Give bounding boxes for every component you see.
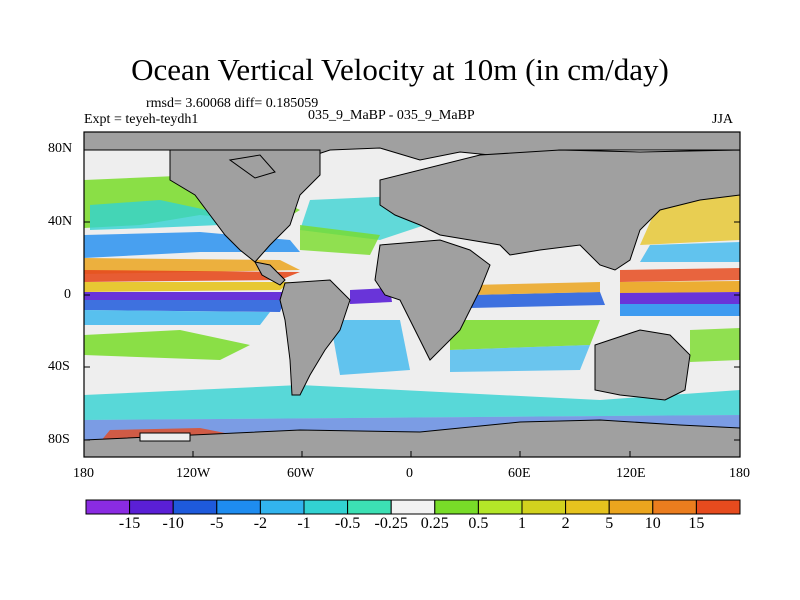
lat-label-80n: 80N — [48, 141, 73, 156]
lon-label-180w: 180 — [73, 466, 94, 481]
colorbar-swatch — [695, 499, 741, 515]
colorbar — [85, 499, 741, 515]
ocean-zone-southern-cyan — [84, 385, 740, 420]
land-eurasia — [379, 149, 740, 271]
colorbar-tick-label: -0.5 — [334, 515, 361, 532]
ocean-zone-west-pacific-cyan — [640, 242, 740, 262]
lat-label-40s: 40S — [48, 359, 70, 374]
colorbar-tick-label: 5 — [605, 515, 614, 532]
colorbar-tick-label: -5 — [210, 515, 224, 532]
land-africa — [374, 239, 491, 361]
ocean-zone-subtropic-orange — [84, 258, 300, 274]
colorbar-swatch — [347, 499, 392, 515]
season-label: JJA — [712, 112, 734, 127]
experiment-label: Expt = teyeh-teydh1 — [84, 112, 199, 127]
lat-label-40n: 40N — [48, 214, 73, 229]
colorbar-swatch — [129, 499, 174, 515]
colorbar-swatch — [85, 499, 131, 515]
land-antarctica — [84, 419, 740, 457]
colorbar-swatch — [652, 499, 697, 515]
ocean-zone-west-pacific-blue — [620, 304, 740, 316]
map-field — [84, 132, 740, 457]
colorbar-tick-label: 1 — [518, 515, 526, 532]
colorbar-tick-label: 0.5 — [468, 515, 489, 532]
lon-label-0: 0 — [406, 466, 413, 481]
land-masses — [84, 132, 740, 457]
ocean-zone-west-pacific-red — [620, 268, 740, 282]
colorbar-swatch — [172, 499, 218, 515]
ocean-zone-west-pacific-orange — [620, 281, 740, 293]
colorbar-swatch — [521, 499, 567, 515]
colorbar-swatch — [390, 499, 436, 515]
ocean-zone-south-atlantic-cyan — [330, 320, 410, 375]
land-greenland-spur — [228, 154, 276, 179]
lat-label-80s: 80S — [48, 432, 70, 447]
lon-label-120e: 120E — [616, 466, 646, 481]
ocean-zone-equator-purple — [84, 292, 285, 300]
colorbar-swatch — [477, 499, 523, 515]
ocean-zone-south-indian-green — [450, 320, 600, 350]
map-ticks — [84, 149, 740, 457]
colorbar-swatch — [608, 499, 654, 515]
ocean-zone-equator-blue — [84, 300, 285, 312]
lon-label-180e: 180 — [729, 466, 750, 481]
ocean-zone-north-atlantic-green — [300, 225, 380, 255]
colorbar-swatch — [259, 499, 305, 515]
land-south-america — [279, 279, 351, 396]
ocean-zone-north-pacific-cyan — [90, 200, 230, 230]
land-australia — [594, 329, 691, 401]
land-central-america — [254, 261, 286, 286]
ocean-zone-indian-equator-orange — [470, 282, 600, 295]
ocean-zone-itcz-red — [84, 270, 300, 282]
colorbar-tick-label: -10 — [162, 515, 184, 532]
colorbar-tick-label: 15 — [688, 515, 705, 532]
colorbar-swatch — [565, 499, 610, 515]
colorbar-tick-label: 0.25 — [420, 515, 449, 532]
ocean-zone-south-indian-cyan — [450, 345, 590, 372]
colorbar-tick-label: -0.25 — [374, 515, 408, 532]
ocean-inlet-ross — [139, 432, 191, 442]
colorbar-tick-label: -1 — [297, 515, 311, 532]
ocean-zone-atlantic-equator-purple — [350, 288, 392, 304]
colorbar-swatch — [216, 499, 261, 515]
lon-label-60w: 60W — [287, 466, 315, 481]
colorbar-tick-label: 2 — [561, 515, 570, 532]
ocean-zone-indian-equator-blue — [470, 292, 605, 308]
lon-label-120w: 120W — [176, 466, 211, 481]
colorbar-tick-label: -2 — [253, 515, 268, 532]
lat-label-equator: 0 — [64, 287, 71, 302]
ocean-zone-southwest-pacific-green — [690, 328, 740, 362]
colorbar-swatch — [303, 499, 349, 515]
case-label: 035_9_MaBP - 035_9_MaBP — [308, 108, 475, 123]
ocean-zone-west-pacific-purple — [620, 292, 740, 304]
stats-line: rmsd= 3.60068 diff= 0.185059 — [146, 96, 319, 111]
ocean-zone-south-pacific-cyan — [84, 310, 270, 325]
lon-label-60e: 60E — [508, 466, 531, 481]
ocean-zone-equator-yellow — [84, 282, 290, 292]
colorbar-tick-label: -15 — [118, 515, 141, 532]
plot-title: Ocean Vertical Velocity at 10m (in cm/da… — [131, 52, 669, 87]
colorbar-swatch — [434, 499, 479, 515]
ocean-zone-south-pacific-green — [84, 330, 250, 360]
colorbar-tick-label: 10 — [644, 515, 661, 532]
